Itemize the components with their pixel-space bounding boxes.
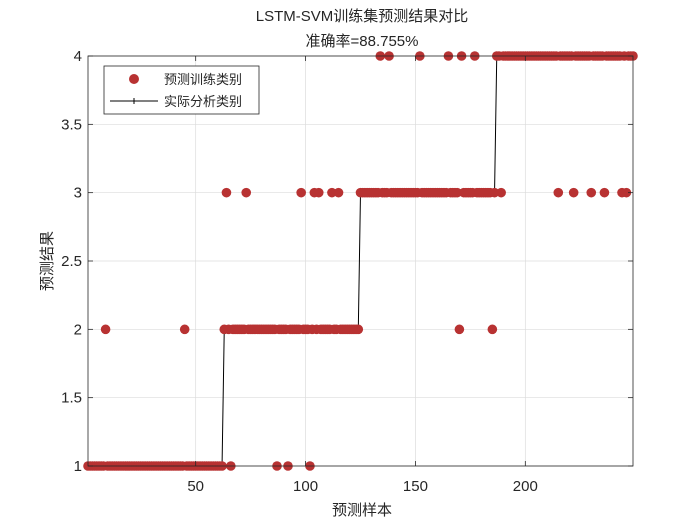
- y-tick-label: 1.5: [61, 390, 82, 407]
- predicted-point: [599, 187, 610, 198]
- predicted-point: [586, 187, 597, 198]
- legend-label-predicted: 预测训练类别: [164, 73, 242, 88]
- predicted-point: [333, 187, 344, 198]
- predicted-point: [452, 187, 462, 198]
- predicted-point: [353, 324, 364, 335]
- x-axis-label: 预测样本: [332, 501, 392, 519]
- predicted-point: [489, 187, 500, 198]
- predicted-point: [179, 324, 190, 335]
- y-tick-label: 2: [74, 321, 82, 338]
- legend: 预测训练类别 实际分析类别: [103, 65, 260, 115]
- predicted-point: [487, 324, 498, 335]
- predicted-point: [313, 187, 324, 198]
- y-tick-label: 4: [74, 48, 82, 65]
- legend-label-actual: 实际分析类别: [164, 95, 242, 110]
- chart-subtitle: 准确率=88.755%: [306, 33, 419, 50]
- predicted-point: [621, 187, 632, 198]
- x-axis-ticks: 50 100 150 200: [187, 56, 538, 495]
- x-tick-label: 150: [403, 478, 428, 495]
- chart-title: LSTM-SVM训练集预测结果对比: [256, 8, 469, 25]
- x-tick-label: 100: [293, 478, 318, 495]
- y-axis-ticks: 1 1.5 2 2.5 3 3.5 4: [61, 48, 633, 475]
- x-tick-label: 200: [513, 478, 538, 495]
- y-axis-label: 预测结果: [38, 231, 56, 291]
- predicted-point: [241, 187, 252, 198]
- predicted-point: [454, 324, 465, 335]
- y-tick-label: 2.5: [61, 253, 82, 270]
- legend-box: [103, 65, 260, 115]
- x-tick-label: 50: [187, 478, 204, 495]
- y-tick-label: 3: [74, 185, 82, 202]
- predicted-point: [496, 187, 506, 198]
- y-tick-label: 1: [74, 458, 82, 475]
- predicted-point: [327, 187, 337, 198]
- predicted-point: [221, 187, 232, 198]
- y-tick-label: 3.5: [61, 116, 82, 133]
- legend-marker-actual: [131, 98, 137, 104]
- predicted-point: [553, 187, 564, 198]
- legend-marker-predicted: [129, 74, 139, 84]
- predicted-series: [83, 51, 638, 471]
- predicted-point: [100, 324, 111, 335]
- predicted-point: [296, 187, 306, 198]
- predicted-point: [568, 187, 579, 198]
